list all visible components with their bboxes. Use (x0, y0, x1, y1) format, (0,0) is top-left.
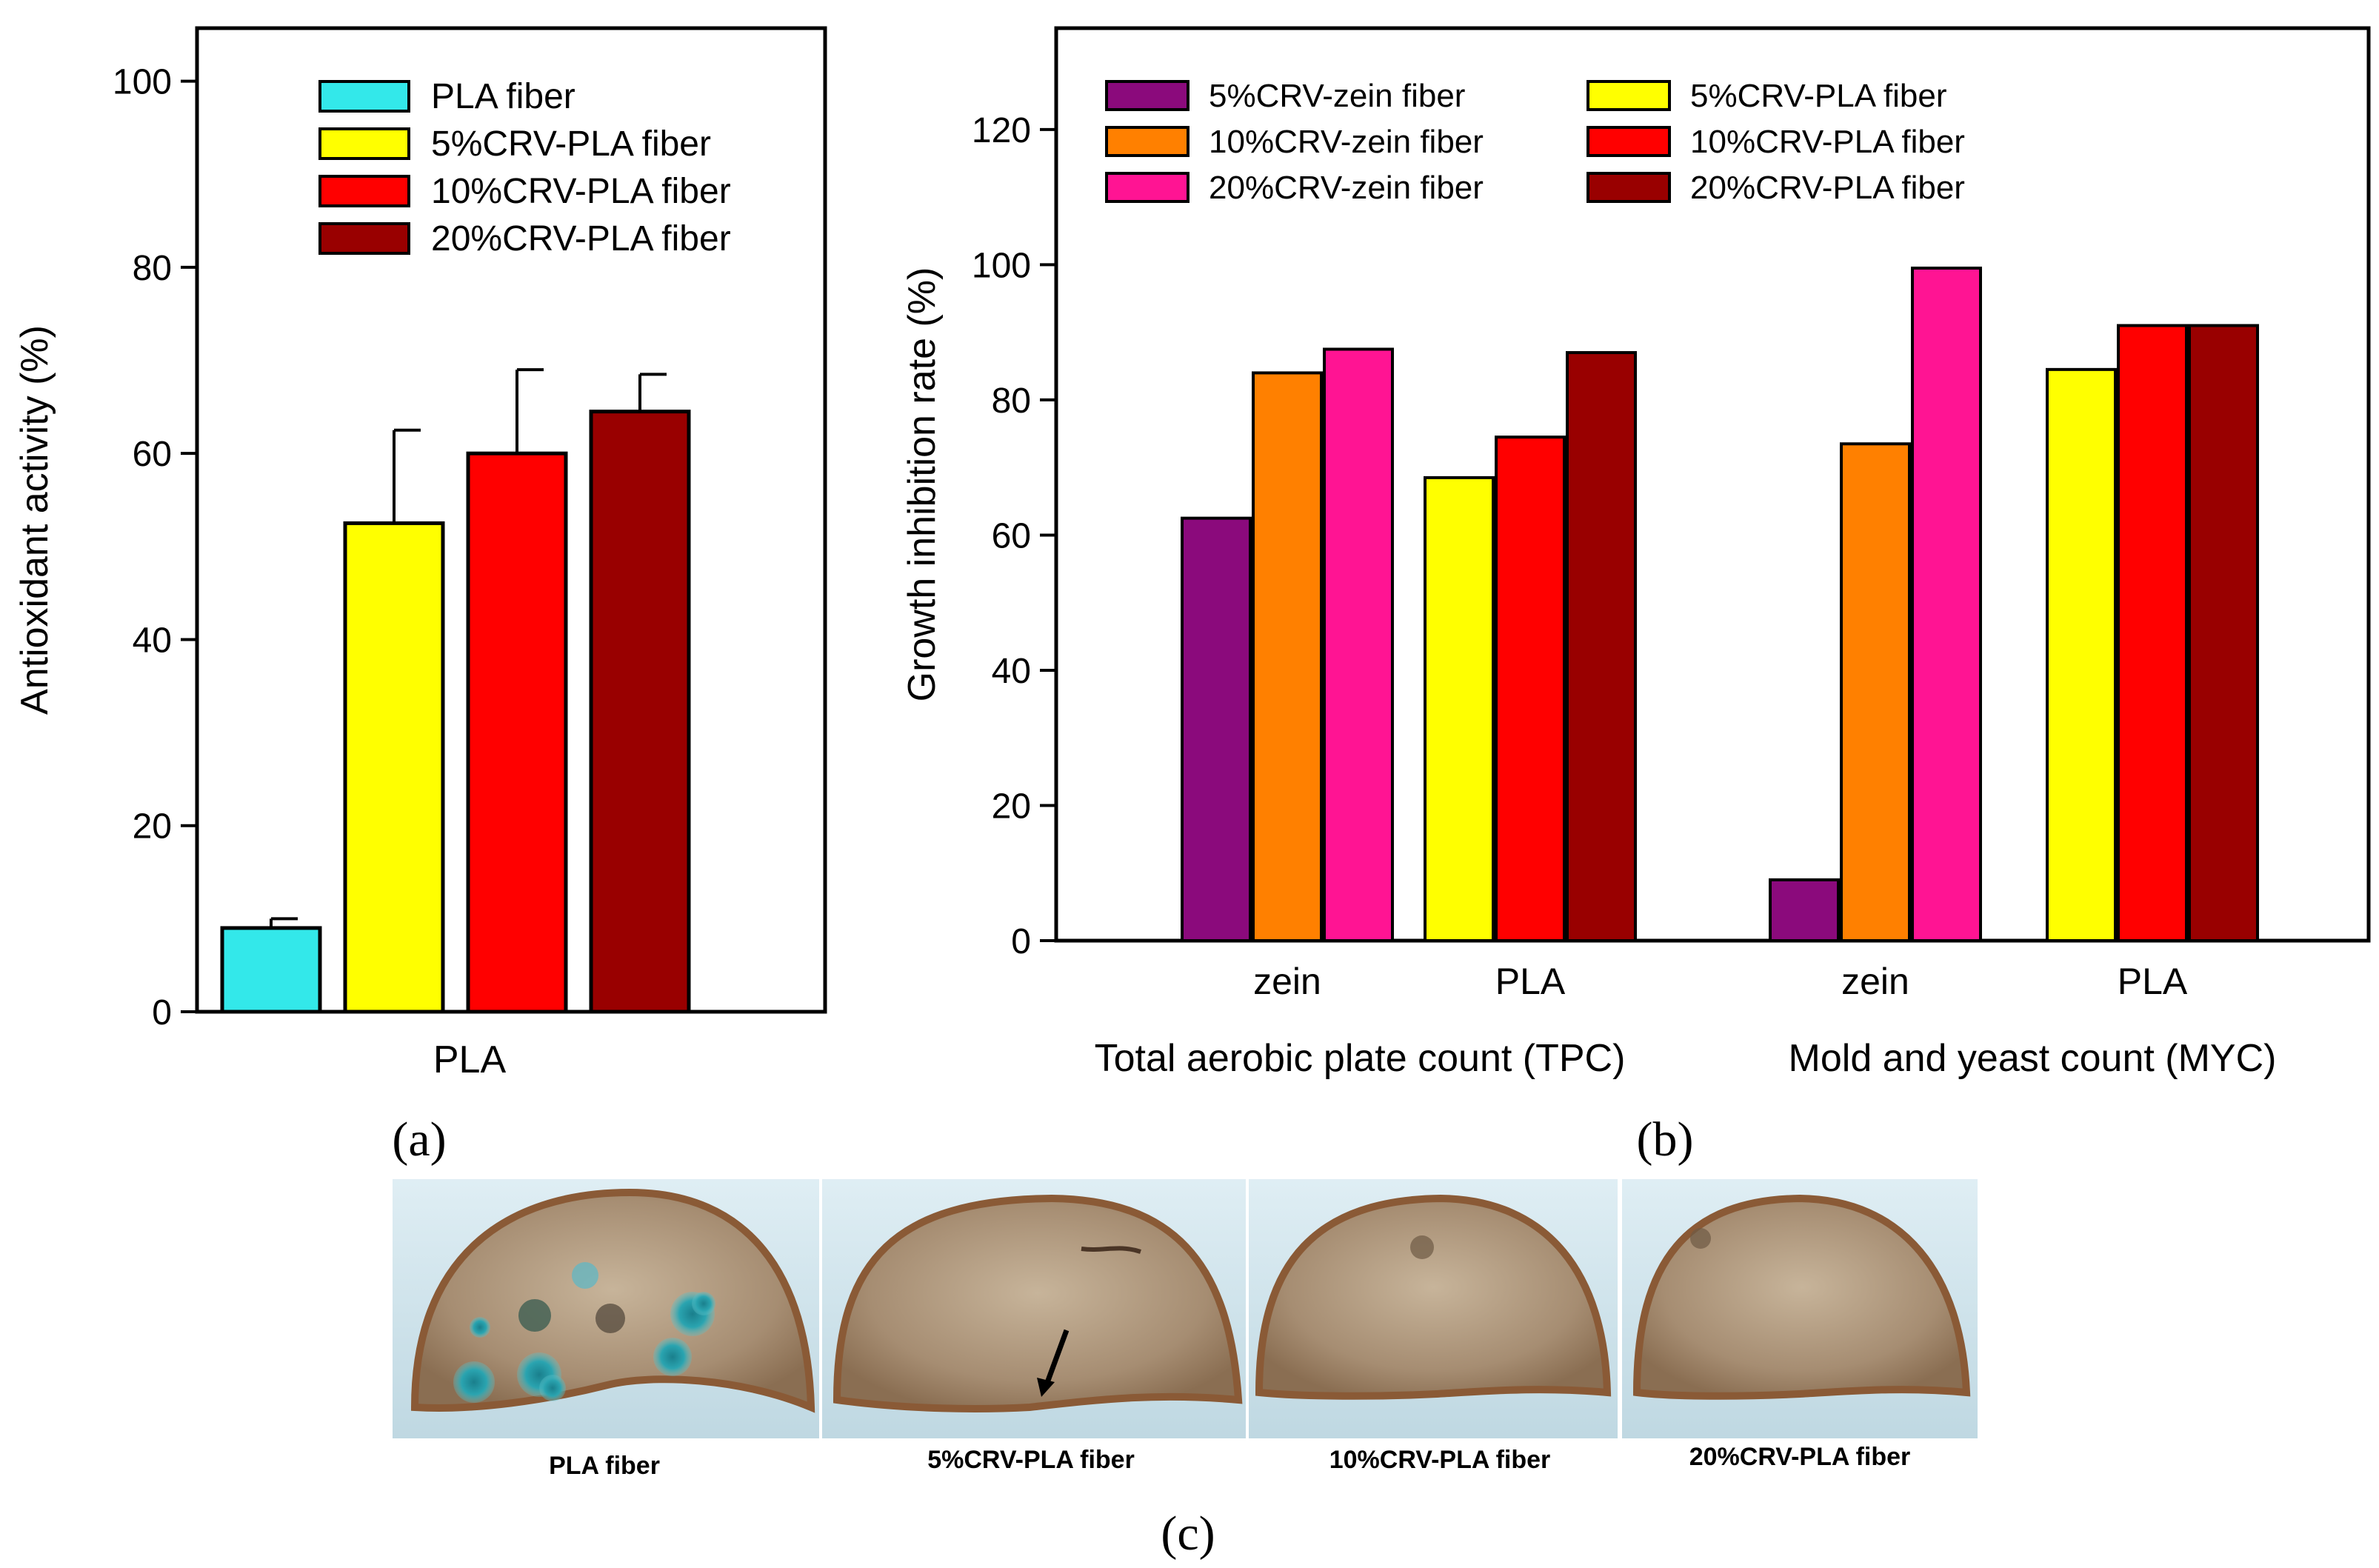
chart-b-bar (1323, 347, 1394, 942)
photo-caption-3: 10%CRV-PLA fiber (1329, 1446, 1551, 1474)
chart-a-legend-label: 10%CRV-PLA fiber (431, 172, 731, 211)
chart-b-bar (1495, 436, 1566, 942)
chart-b-legend-swatch (1105, 172, 1190, 203)
chart-a-bar (466, 451, 568, 1014)
chart-b-bar (2188, 324, 2259, 943)
chart-b-legend-label: 5%CRV-PLA fiber (1690, 78, 1946, 114)
chart-b-bar (1911, 266, 1982, 942)
chart-b-bar (2117, 324, 2188, 943)
panel-label-c: (c) (1161, 1507, 1215, 1561)
photo-20crv-pla-fiber (1622, 1179, 1978, 1438)
chart-b-ytick-label: 60 (992, 516, 1031, 556)
chart-a-legend-label: 5%CRV-PLA fiber (431, 124, 711, 164)
chart-b-legend-swatch (1586, 126, 1671, 157)
chart-b-legend-swatch (1586, 80, 1671, 111)
bread-photos: PLA fiber 5%CRV-PLA fiber 10%CRV-PLA fib… (393, 1179, 1978, 1480)
chart-b-bar (1769, 878, 1840, 943)
chart-b-ytick-label: 40 (992, 652, 1031, 691)
chart-b-bar (1181, 516, 1252, 942)
chart-b-legend-label: 10%CRV-PLA fiber (1690, 124, 1965, 160)
chart-a-ytick-label: 40 (133, 621, 172, 660)
panel-label-a: (a) (392, 1112, 446, 1167)
photo-pla-fiber (393, 1179, 819, 1438)
chart-a-legend-swatch (318, 127, 410, 160)
chart-a-ylabel: Antioxidant activity (%) (13, 325, 56, 715)
chart-b-ytick-label: 20 (992, 787, 1031, 826)
panel-label-b: (b) (1637, 1112, 1694, 1167)
chart-a-bars (220, 368, 691, 1014)
chart-b-ytick-label: 100 (972, 246, 1031, 285)
chart-b-legend-swatch (1586, 172, 1671, 203)
photo-caption-1: PLA fiber (549, 1452, 660, 1480)
chart-b-category-label: zein (1253, 961, 1321, 1002)
chart-b-ytick-label: 120 (972, 111, 1031, 150)
chart-b: 0 20 40 60 80 100 120 5%CRV-zein fiber 10%CRV-z… (901, 26, 2371, 1080)
chart-b-legend-label: 20%CRV-PLA fiber (1690, 170, 1965, 206)
chart-a: 0 20 40 60 80 100 PLA fiber 5%CRV-PLA fiber 10%… (13, 26, 827, 1081)
chart-b-bar (2046, 367, 2117, 942)
chart-b-bar (1840, 442, 1911, 942)
chart-a-ytick-label: 100 (113, 63, 172, 102)
photo-10crv-pla-fiber (1249, 1179, 1618, 1438)
chart-b-legend-swatch (1105, 80, 1190, 111)
chart-a-ytick-label: 0 (152, 993, 172, 1032)
chart-b-legend-label: 5%CRV-zein fiber (1209, 78, 1465, 114)
chart-a-ytick-label: 20 (133, 807, 172, 847)
chart-b-bar (1252, 371, 1323, 942)
chart-b-ytick-label: 80 (992, 381, 1031, 421)
chart-a-legend-label: 20%CRV-PLA fiber (431, 219, 731, 258)
chart-b-bar (1424, 476, 1495, 942)
chart-a-y-axis: 0 20 40 60 80 100 (113, 63, 197, 1032)
chart-b-category-label: PLA (2118, 961, 2188, 1002)
chart-b-categories: zein PLA zein PLA (1253, 961, 2188, 1002)
chart-b-bar (1566, 351, 1637, 942)
chart-a-legend-label: PLA fiber (431, 77, 575, 116)
chart-b-legend-label: 10%CRV-zein fiber (1209, 124, 1484, 160)
chart-a-ytick-label: 80 (133, 249, 172, 288)
chart-b-y-axis: 0 20 40 60 80 100 120 (972, 111, 1056, 961)
photo-caption-2: 5%CRV-PLA fiber (927, 1446, 1135, 1474)
chart-b-legend: 5%CRV-zein fiber 10%CRV-zein fiber 20%CRV-… (1105, 78, 1965, 206)
photo-caption-4: 20%CRV-PLA fiber (1689, 1443, 1911, 1471)
chart-b-legend-label: 20%CRV-zein fiber (1209, 170, 1484, 206)
chart-b-category-label: PLA (1495, 961, 1566, 1002)
photo-5crv-pla-fiber (822, 1179, 1246, 1438)
chart-a-category-label: PLA (433, 1038, 507, 1081)
chart-b-group-label-myc: Mold and yeast count (MYC) (1789, 1037, 2277, 1080)
chart-a-legend-swatch (318, 80, 410, 113)
chart-a-bar (343, 521, 445, 1014)
chart-a-legend-swatch (318, 175, 410, 207)
chart-b-legend-swatch (1105, 126, 1190, 157)
chart-b-ytick-label: 0 (1011, 922, 1031, 961)
chart-b-ylabel: Growth inhibition rate (%) (901, 267, 944, 702)
chart-a-legend: PLA fiber 5%CRV-PLA fiber 10%CRV-PLA fiber… (318, 77, 731, 258)
chart-b-group-label-tpc: Total aerobic plate count (TPC) (1095, 1037, 1626, 1080)
chart-b-category-label: zein (1841, 961, 1909, 1002)
chart-b-frame (1054, 26, 2371, 943)
chart-a-ytick-label: 60 (133, 435, 172, 474)
chart-a-bar (589, 410, 691, 1014)
chart-a-bar (220, 926, 322, 1014)
arrow-indicator (1043, 1329, 1070, 1388)
chart-a-legend-swatch (318, 222, 410, 255)
chart-b-bars (1181, 266, 2259, 943)
